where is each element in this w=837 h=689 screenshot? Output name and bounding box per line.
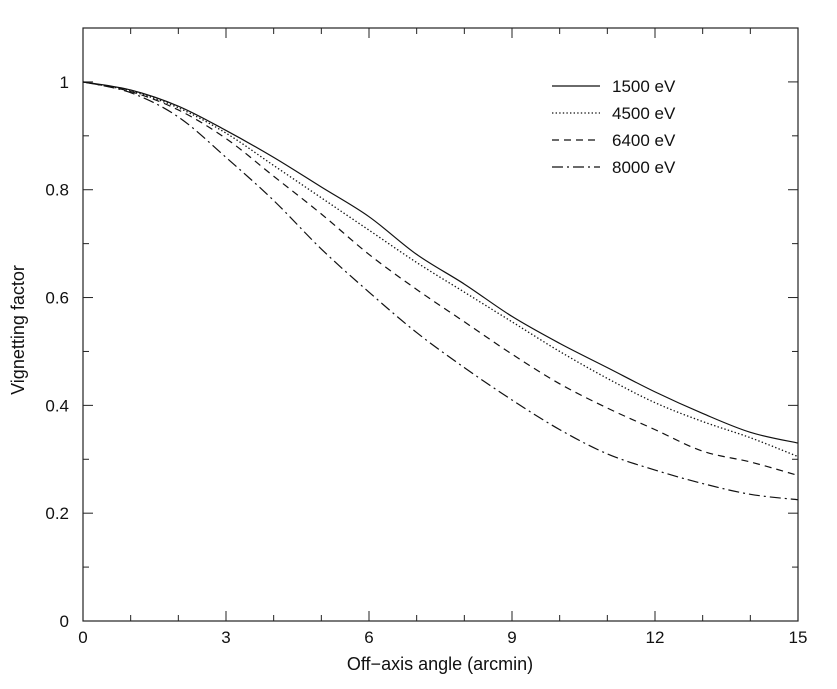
legend-label: 4500 eV — [612, 104, 676, 123]
x-tick-label: 0 — [78, 628, 87, 647]
legend-label: 8000 eV — [612, 158, 676, 177]
x-tick-labels: 0 3 6 9 12 15 — [78, 628, 807, 647]
y-tick-label: 0 — [60, 612, 69, 631]
legend-label: 1500 eV — [612, 77, 676, 96]
y-tick-label: 0.4 — [45, 396, 69, 415]
plot-frame — [82, 27, 799, 622]
series-line-6400-ev — [82, 81, 799, 477]
legend: 1500 eV 4500 eV 6400 eV 8000 eV — [552, 77, 676, 177]
series-line-4500-ev — [82, 81, 799, 458]
legend-label: 6400 eV — [612, 131, 676, 150]
x-axis-title: Off−axis angle (arcmin) — [347, 654, 533, 674]
axis-ticks — [82, 27, 799, 622]
y-axis-title: Vignetting factor — [8, 265, 28, 395]
series-line-8000-ev — [82, 81, 799, 501]
series-lines — [82, 81, 799, 501]
y-tick-labels: 0 0.2 0.4 0.6 0.8 1 — [45, 73, 69, 631]
x-tick-label: 12 — [646, 628, 665, 647]
x-tick-label: 15 — [789, 628, 808, 647]
x-tick-label: 6 — [364, 628, 373, 647]
y-tick-label: 1 — [60, 73, 69, 92]
series-line-1500-ev — [82, 81, 799, 444]
x-tick-label: 3 — [221, 628, 230, 647]
y-tick-label: 0.6 — [45, 289, 69, 308]
x-tick-label: 9 — [507, 628, 516, 647]
y-tick-label: 0.8 — [45, 181, 69, 200]
y-tick-label: 0.2 — [45, 504, 69, 523]
